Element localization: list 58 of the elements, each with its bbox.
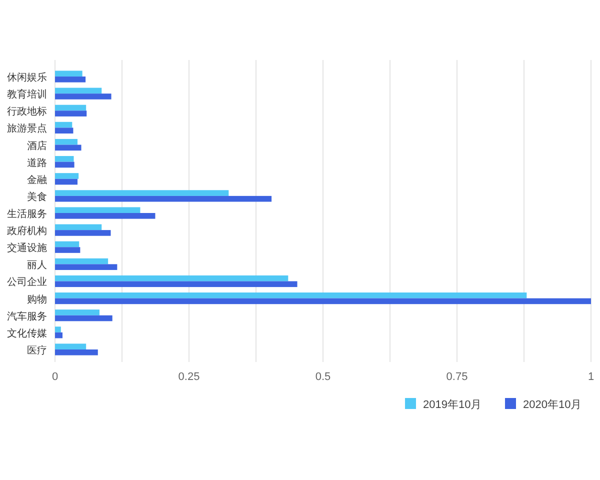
x-tick-label: 0.5 [315,371,331,383]
y-tick-label: 政府机构 [7,225,47,238]
bar [55,128,74,134]
bar [55,281,298,288]
bar [55,258,108,264]
bar [55,76,86,82]
bar [55,88,102,94]
bar [55,173,79,179]
bar [55,196,272,202]
bar [55,349,98,356]
x-tick-label: 0 [52,371,58,383]
y-tick-label: 丽人 [27,260,47,272]
y-tick-label: 旅游景点 [7,122,47,135]
bar [55,156,74,162]
legend-label: 2019年10月 [423,399,482,411]
y-tick-label: 购物 [27,294,47,306]
bar [55,178,78,185]
bar [55,207,140,213]
y-tick-label: 汽车服务 [7,310,47,322]
x-tick-label: 0.75 [446,371,468,383]
bar [55,247,80,253]
bar [55,264,118,270]
bar [55,298,591,304]
bar [55,310,100,316]
bar [55,213,156,219]
y-tick-label: 教育培训 [7,88,47,101]
bar [55,104,86,111]
y-tick-label: 休闲娱乐 [7,72,47,84]
bar [55,344,86,350]
bar [55,122,72,128]
bar [55,241,80,248]
bar [55,94,112,100]
x-tick-label: 1 [588,371,594,383]
bar [55,332,63,338]
bar [55,144,82,151]
y-tick-label: 酒店 [27,140,47,152]
x-tick-label: 0.25 [178,371,200,383]
bar [55,326,61,332]
bar [55,315,112,322]
y-tick-label: 公司企业 [7,276,47,288]
bar [55,230,111,236]
bar [55,190,229,196]
y-tick-label: 文化传媒 [7,327,47,340]
bar [55,292,527,298]
y-tick-label: 美食 [27,190,47,203]
bar [55,110,87,116]
y-tick-label: 交通设施 [7,242,47,254]
y-tick-label: 医疗 [27,344,47,356]
y-tick-label: 金融 [27,174,47,186]
y-tick-label: 生活服务 [7,208,47,220]
bar [55,138,78,145]
bar [55,224,102,230]
y-tick-label: 道路 [27,156,47,169]
bar [55,162,74,168]
legend-label: 2020年10月 [523,399,582,411]
bar [55,275,288,282]
y-tick-label: 行政地标 [7,106,47,118]
bar [55,70,82,77]
